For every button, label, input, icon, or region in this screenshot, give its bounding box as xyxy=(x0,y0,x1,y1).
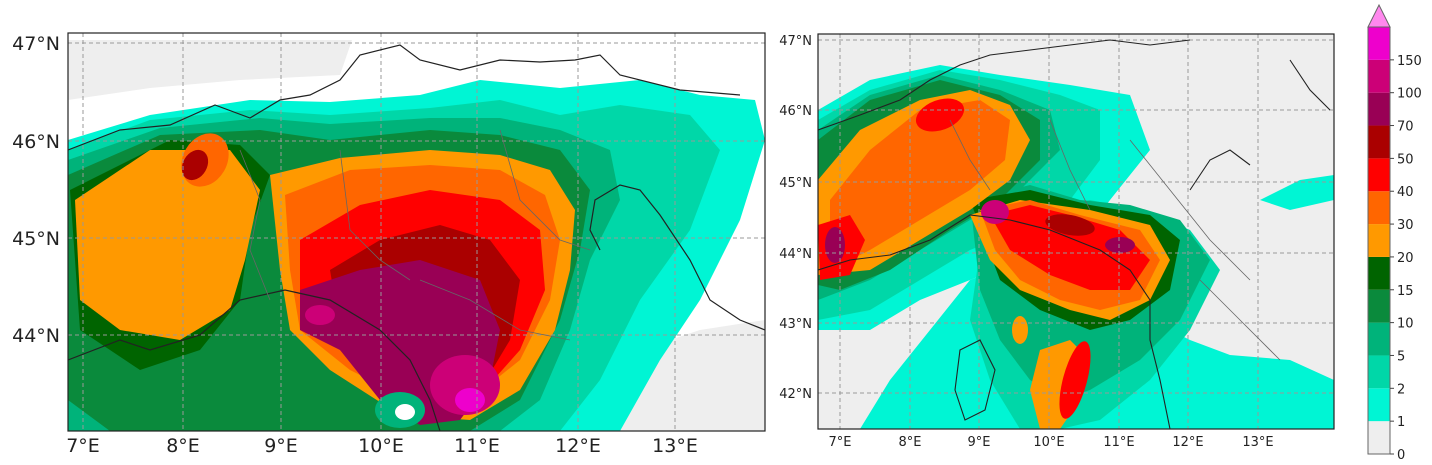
colorbar-label: 30 xyxy=(1397,218,1414,233)
lon-label: 12°E xyxy=(555,435,601,457)
lon-label: 7°E xyxy=(66,435,100,457)
lon-label: 9°E xyxy=(264,435,298,457)
colorbar-label: 1 xyxy=(1397,415,1405,430)
left-map: 47°N 46°N 45°N 44°N 7°E 8°E 9°E 10°E 11°E 12°E 13°… xyxy=(12,32,766,457)
colorbar-svg: 0 1 2 5 10 15 20 30 40 50 70 100 150 xyxy=(1367,3,1422,463)
gridlines xyxy=(68,33,765,431)
gridlines xyxy=(818,34,1334,429)
lat-label: 47°N xyxy=(12,33,60,55)
precip-band-150 xyxy=(455,388,485,412)
colorbar-label: 0 xyxy=(1397,448,1405,463)
colorbar-label: 40 xyxy=(1397,185,1414,200)
colorbar-segment xyxy=(1368,289,1390,323)
lat-label: 43°N xyxy=(779,317,812,332)
colorbar-segment xyxy=(1368,421,1390,454)
colorbar-segment xyxy=(1368,322,1390,356)
map-frame xyxy=(67,32,766,432)
lon-label: 8°E xyxy=(166,435,200,457)
lat-label: 46°N xyxy=(779,104,812,119)
colorbar-segment xyxy=(1368,256,1390,290)
colorbar-extend-arrow xyxy=(1367,3,1391,28)
lat-label: 45°N xyxy=(779,176,812,191)
colorbar-label: 50 xyxy=(1397,152,1414,167)
precip-band-30 xyxy=(830,100,1010,270)
lat-label: 47°N xyxy=(779,34,812,49)
precip-band-50 xyxy=(1045,214,1095,236)
colorbar-segment xyxy=(1368,388,1390,422)
lat-label: 44°N xyxy=(12,325,60,347)
precip-band-70 xyxy=(1105,237,1135,253)
country-borders xyxy=(68,44,765,431)
map-frame xyxy=(817,33,1335,430)
lon-label: 10°E xyxy=(358,435,404,457)
colorbar-segment xyxy=(1368,27,1390,60)
colorbar-label: 70 xyxy=(1397,120,1414,135)
lon-label: 9°E xyxy=(968,435,991,450)
colorbar-segment xyxy=(1368,224,1390,257)
lat-label: 45°N xyxy=(12,228,60,250)
lon-label: 11°E xyxy=(454,435,500,457)
precipitation-field-right xyxy=(818,34,1334,429)
precipitation-field-left xyxy=(68,33,765,431)
precip-band-20 xyxy=(1012,316,1028,344)
colorbar-segment xyxy=(1368,92,1390,126)
lon-label: 7°E xyxy=(829,435,852,450)
lat-label: 44°N xyxy=(779,247,812,262)
lon-label: 13°E xyxy=(1242,435,1273,450)
colorbar-label: 10 xyxy=(1397,317,1414,332)
precip-band-100 xyxy=(305,305,335,325)
precip-band-100 xyxy=(981,200,1009,224)
lat-label: 46°N xyxy=(12,131,60,153)
left-map-panel: 47°N 46°N 45°N 44°N 7°E 8°E 9°E 10°E 11°E 12°E 13°… xyxy=(12,32,766,457)
colorbar-segment xyxy=(1368,355,1390,389)
country-borders xyxy=(818,39,1331,429)
colorbar-frame xyxy=(1367,26,1391,455)
lat-label: 42°N xyxy=(779,387,812,402)
colorbar-segment xyxy=(1368,125,1390,159)
colorbar-label: 5 xyxy=(1397,349,1405,364)
colorbar: 0 1 2 5 10 15 20 30 40 50 70 100 150 xyxy=(1360,0,1432,465)
right-map-panel: 47°N 46°N 45°N 44°N 43°N 42°N 7°E 8°E 9°E 10°E 11°… xyxy=(770,0,1370,465)
lon-label: 11°E xyxy=(1103,435,1134,450)
precip-band-40 xyxy=(1059,341,1091,419)
precip-band-70 xyxy=(825,227,845,263)
precip-band-1 xyxy=(1260,175,1334,210)
right-map: 47°N 46°N 45°N 44°N 43°N 42°N 7°E 8°E 9°E 10°E 11°… xyxy=(779,33,1335,450)
lon-label: 12°E xyxy=(1172,435,1203,450)
colorbar-segment xyxy=(1368,59,1390,93)
lon-label: 10°E xyxy=(1033,435,1064,450)
colorbar-segment xyxy=(1368,158,1390,192)
precip-band-20 xyxy=(75,150,260,340)
colorbar-label: 100 xyxy=(1397,87,1422,102)
precip-band-40 xyxy=(990,205,1150,290)
colorbar-label: 15 xyxy=(1397,284,1414,299)
lon-label: 8°E xyxy=(899,435,922,450)
region-borders xyxy=(239,129,591,341)
colorbar-segment xyxy=(1368,191,1390,225)
precip-band-50 xyxy=(181,149,209,181)
no-precip-patch xyxy=(395,404,415,420)
lon-label: 13°E xyxy=(652,435,698,457)
colorbar-label: 20 xyxy=(1397,251,1414,266)
region-borders xyxy=(949,119,1281,361)
colorbar-label: 150 xyxy=(1397,54,1422,69)
colorbar-label: 2 xyxy=(1397,382,1405,397)
